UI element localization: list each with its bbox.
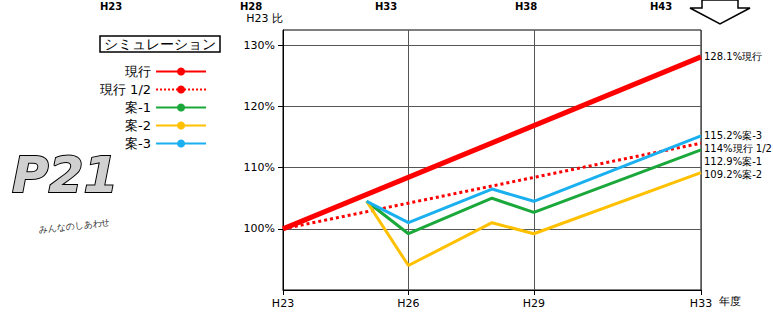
svg-text:案-3: 案-3 [125,136,151,151]
svg-text:115.2%案-3: 115.2%案-3 [704,130,762,141]
svg-text:シミュレーション: シミュレーション [104,36,216,52]
svg-text:112.9%案-1: 112.9%案-1 [704,156,762,167]
svg-text:P21: P21 [12,146,118,204]
svg-text:H26: H26 [397,297,419,310]
svg-text:年度: 年度 [719,295,741,308]
svg-text:130%: 130% [244,39,275,52]
svg-text:H23: H23 [100,1,122,12]
svg-text:H33: H33 [375,1,397,12]
svg-text:109.2%案-2: 109.2%案-2 [704,169,762,180]
svg-text:現行: 現行 [125,64,151,79]
svg-text:H28: H28 [240,1,262,12]
svg-text:H29: H29 [523,297,545,310]
svg-text:案-2: 案-2 [125,118,151,133]
svg-text:みんなのしあわせ: みんなのしあわせ [38,217,111,236]
svg-text:100%: 100% [244,222,275,235]
svg-text:H43: H43 [650,1,672,12]
svg-text:H38: H38 [515,1,537,12]
svg-text:120%: 120% [244,100,275,113]
svg-text:H33: H33 [690,297,712,310]
svg-text:H23 比: H23 比 [246,12,283,25]
svg-text:案-1: 案-1 [125,100,151,115]
svg-text:現行 1/2: 現行 1/2 [100,82,151,97]
svg-text:110%: 110% [244,161,275,174]
svg-text:H23: H23 [272,297,294,310]
svg-text:114%現行 1/2: 114%現行 1/2 [704,143,772,154]
svg-text:128.1%現行: 128.1%現行 [704,51,762,62]
